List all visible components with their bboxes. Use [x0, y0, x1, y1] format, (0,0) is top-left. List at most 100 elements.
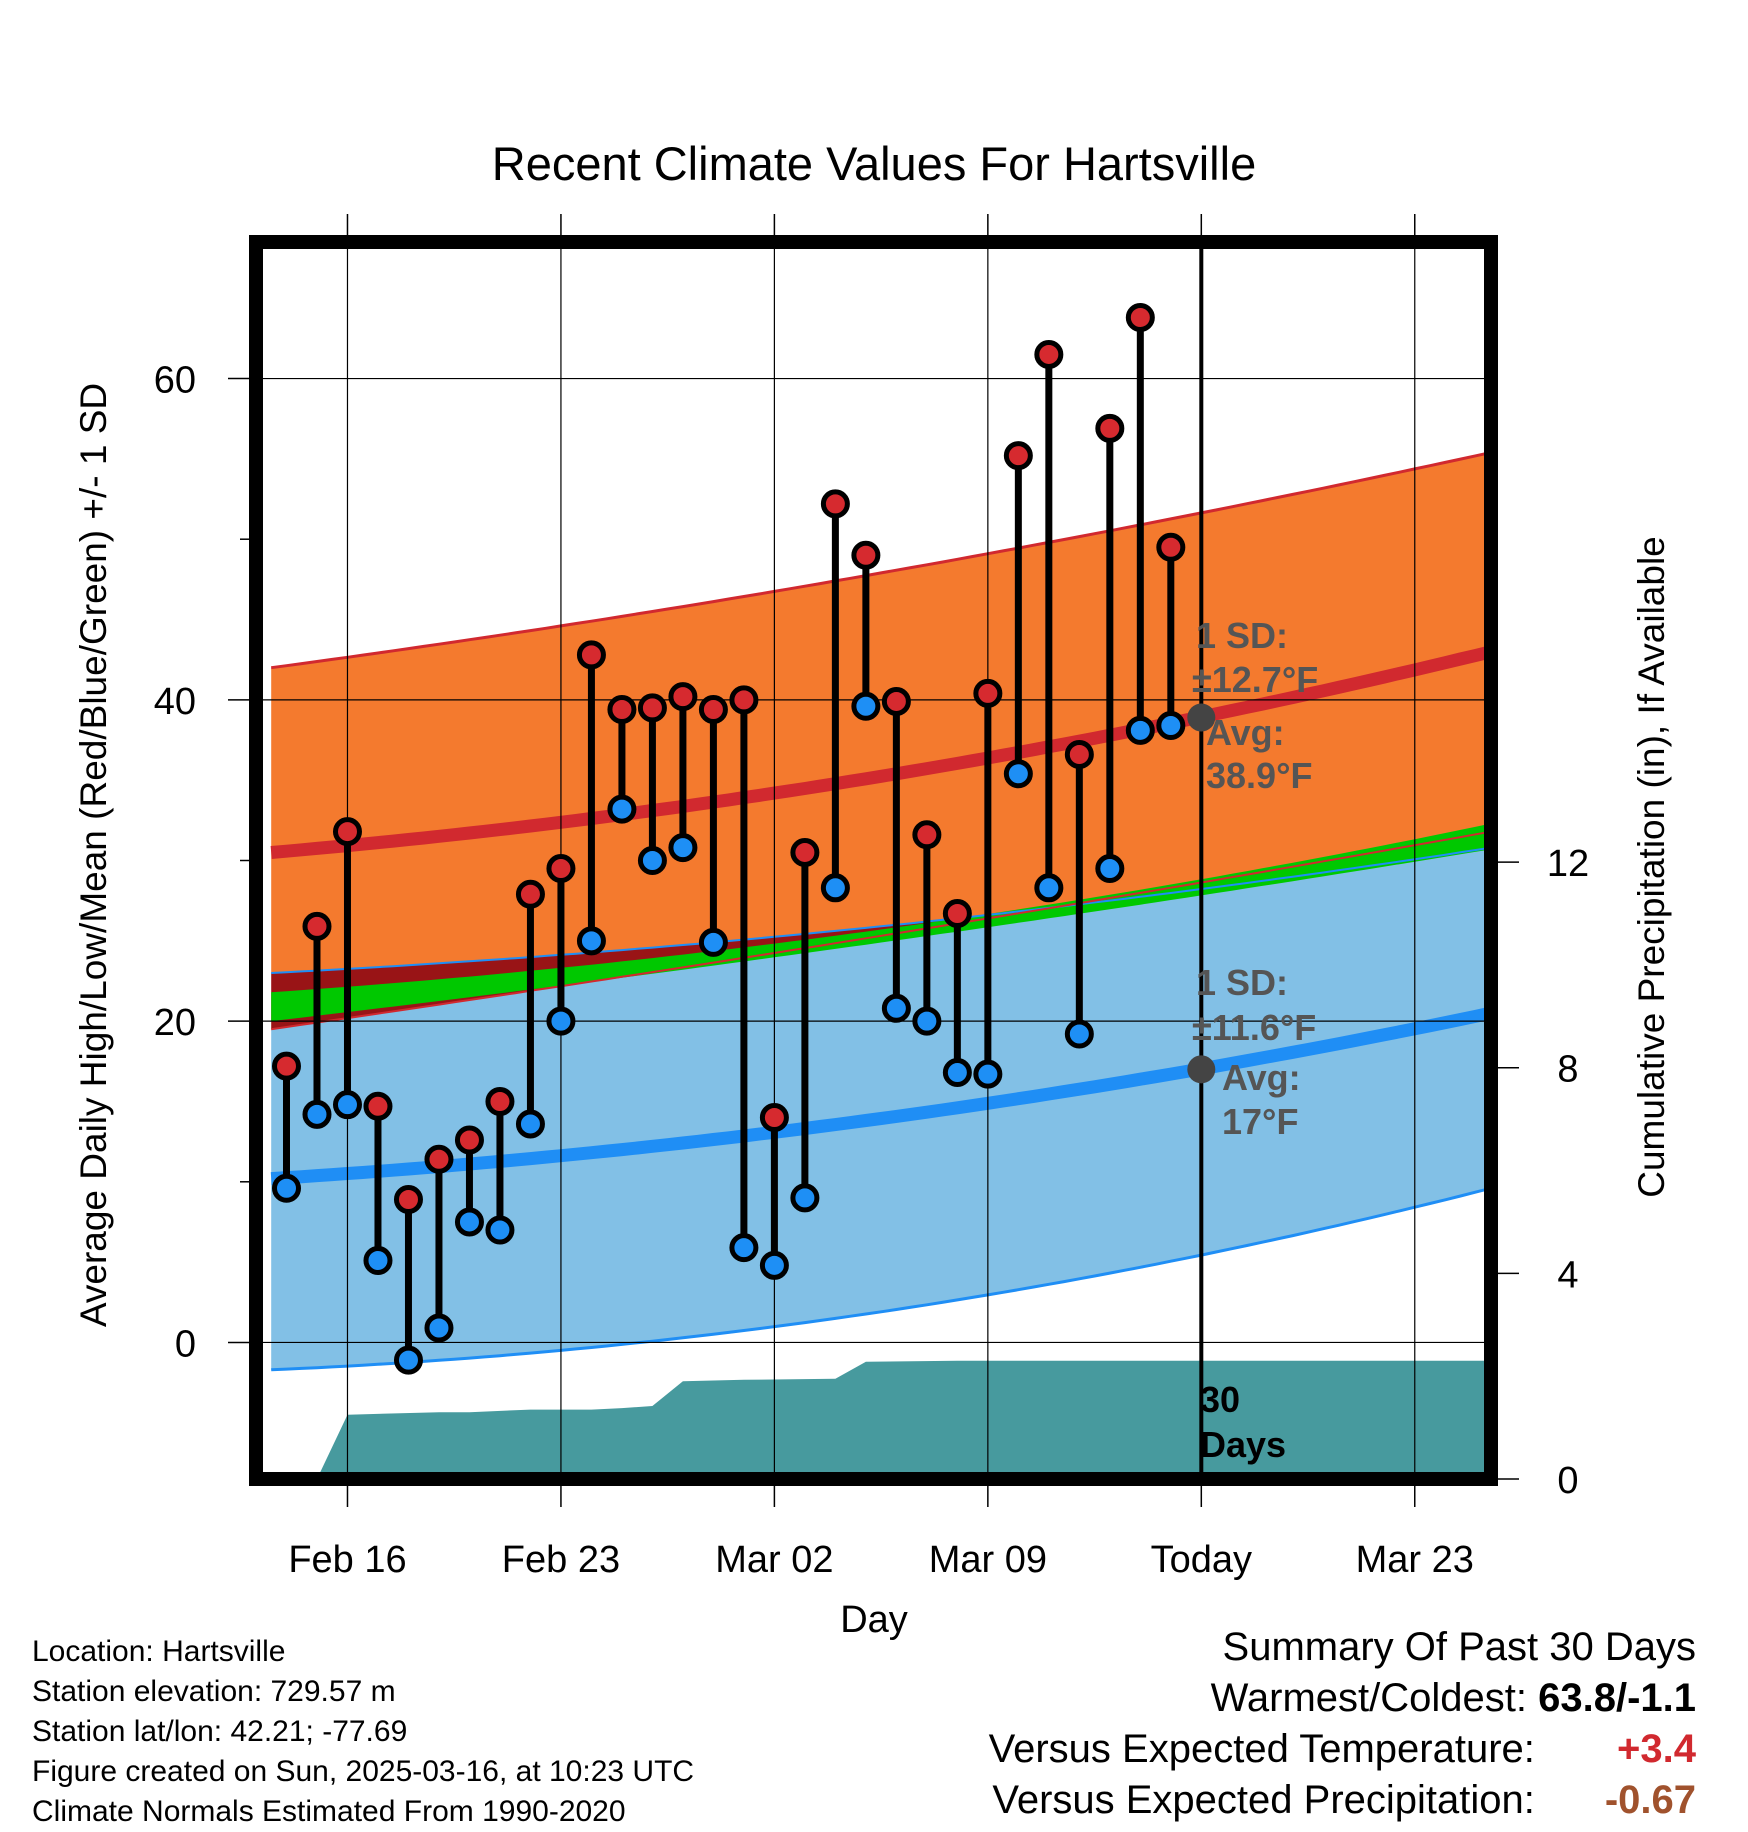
y-tick-label-right: 4 [1557, 1254, 1578, 1296]
normals-text: Climate Normals Estimated From 1990-2020 [32, 1795, 626, 1828]
x-tick-label: Mar 23 [1356, 1539, 1474, 1581]
warm-cold-value: 63.8/-1.1 [1538, 1676, 1696, 1720]
normal-high-line [270, 646, 1484, 859]
daily-low-point [546, 1006, 576, 1036]
daily-high-point [759, 1103, 789, 1133]
normal-low-today-marker [1187, 1055, 1216, 1084]
x-tick-label: Today [1151, 1539, 1252, 1581]
precip-label: Versus Expected Precipitation: [992, 1778, 1535, 1822]
high-sd-label: 1 SD: [1196, 615, 1288, 656]
daily-high-point [790, 837, 820, 867]
low-avg-value: 17°F [1222, 1101, 1298, 1142]
y-tick-label-left: 20 [154, 1002, 196, 1044]
station-info: Location: Hartsville Station elevation: … [32, 1632, 694, 1832]
daily-low-point [759, 1250, 789, 1280]
y-axis-label-right: Cumulative Precipitation (in), If Availa… [1631, 536, 1672, 1198]
low-sd-lower-line [271, 1188, 1484, 1372]
daily-high-point [363, 1091, 393, 1121]
days-text-label: Days [1200, 1424, 1286, 1465]
daily-high-point [607, 694, 637, 724]
daily-high-point [1095, 413, 1125, 443]
daily-high-point [576, 640, 606, 670]
daily-high-point [1125, 303, 1155, 333]
elevation-text: Station elevation: 729.57 m [32, 1675, 396, 1708]
daily-high-point [668, 682, 698, 712]
y-tick-label-right: 12 [1547, 843, 1589, 885]
high-avg-label: Avg: [1206, 712, 1285, 753]
low-sd-value: ±11.6°F [1192, 1007, 1316, 1048]
low-sd-label: 1 SD: [1196, 962, 1288, 1003]
summary-title: Summary Of Past 30 Days [1222, 1625, 1696, 1669]
daily-low-point [1034, 873, 1064, 903]
daily-low-point [1064, 1019, 1094, 1049]
warm-cold-label: Warmest/Coldest: [1210, 1676, 1527, 1720]
y-tick-label-left: 0 [175, 1323, 196, 1365]
daily-low-point [1125, 715, 1155, 745]
daily-low-point [790, 1183, 820, 1213]
summary-warm-cold: Warmest/Coldest: 63.8/-1.1 [989, 1673, 1696, 1724]
daily-low-point [820, 873, 850, 903]
daily-high-point [942, 899, 972, 929]
temp-label: Versus Expected Temperature: [988, 1727, 1535, 1771]
daily-low-point [576, 926, 606, 956]
summary-panel: Summary Of Past 30 Days Warmest/Coldest:… [989, 1622, 1696, 1826]
daily-high-point [698, 694, 728, 724]
daily-high-point [454, 1125, 484, 1155]
daily-low-point [515, 1109, 545, 1139]
daily-high-point [546, 854, 576, 884]
daily-low-point [393, 1345, 423, 1375]
daily-low-point [1095, 854, 1125, 884]
location-text: Location: Hartsville [32, 1635, 286, 1668]
y-tick-label-right: 8 [1557, 1049, 1578, 1091]
high-sd-value: ±12.7°F [1192, 659, 1318, 700]
normal-low-line [270, 1007, 1484, 1186]
high-sd-lower-line [271, 847, 1484, 974]
temp-value: +3.4 [1617, 1727, 1696, 1771]
summary-precip: Versus Expected Precipitation: -0.67 [989, 1775, 1696, 1826]
daily-low-point [851, 691, 881, 721]
x-tick-label: Feb 16 [288, 1539, 406, 1581]
daily-low-point [363, 1246, 393, 1276]
daily-high-point [271, 1051, 301, 1081]
y-tick-label-right: 0 [1557, 1460, 1578, 1502]
daily-high-point [637, 693, 667, 723]
daily-high-point [851, 540, 881, 570]
low-avg-label: Avg: [1222, 1057, 1301, 1098]
high-sd-upper-line [271, 452, 1484, 670]
daily-high-point [332, 817, 362, 847]
summary-temp: Versus Expected Temperature: +3.4 [989, 1724, 1696, 1775]
chart-title: Recent Climate Values For Hartsville [492, 137, 1256, 190]
daily-low-point [729, 1233, 759, 1263]
daily-low-point [973, 1059, 1003, 1089]
precipitation-area [320, 1360, 1484, 1472]
daily-low-point [424, 1313, 454, 1343]
high-avg-value: 38.9°F [1206, 755, 1312, 796]
low-sd-upper-line [271, 831, 1484, 1031]
y-tick-label-left: 40 [154, 681, 196, 723]
daily-high-point [515, 879, 545, 909]
daily-low-point [607, 794, 637, 824]
daily-low-point [881, 993, 911, 1023]
y-tick-label-left: 60 [154, 360, 196, 402]
y-axis-label-left: Average Daily High/Low/Mean (Red/Blue/Gr… [73, 383, 114, 1327]
low-sd-band [271, 832, 1484, 1370]
precip-value: -0.67 [1604, 1778, 1696, 1822]
mean-band [271, 825, 1484, 1022]
normal-high-today-marker [1187, 703, 1216, 732]
daily-low-point [332, 1090, 362, 1120]
daily-high-point [393, 1184, 423, 1214]
daily-low-point [668, 833, 698, 863]
daily-high-point [729, 685, 759, 715]
daily-high-point [1156, 532, 1186, 562]
daily-high-point [912, 820, 942, 850]
daily-low-point [942, 1058, 972, 1088]
daily-low-point [698, 927, 728, 957]
daily-low-point [912, 1006, 942, 1036]
daily-high-point [1064, 739, 1094, 769]
daily-high-point [424, 1144, 454, 1174]
latlon-text: Station lat/lon: 42.21; -77.69 [32, 1715, 408, 1748]
daily-high-point [973, 678, 1003, 708]
x-tick-label: Feb 23 [502, 1539, 620, 1581]
daily-low-point [1003, 759, 1033, 789]
